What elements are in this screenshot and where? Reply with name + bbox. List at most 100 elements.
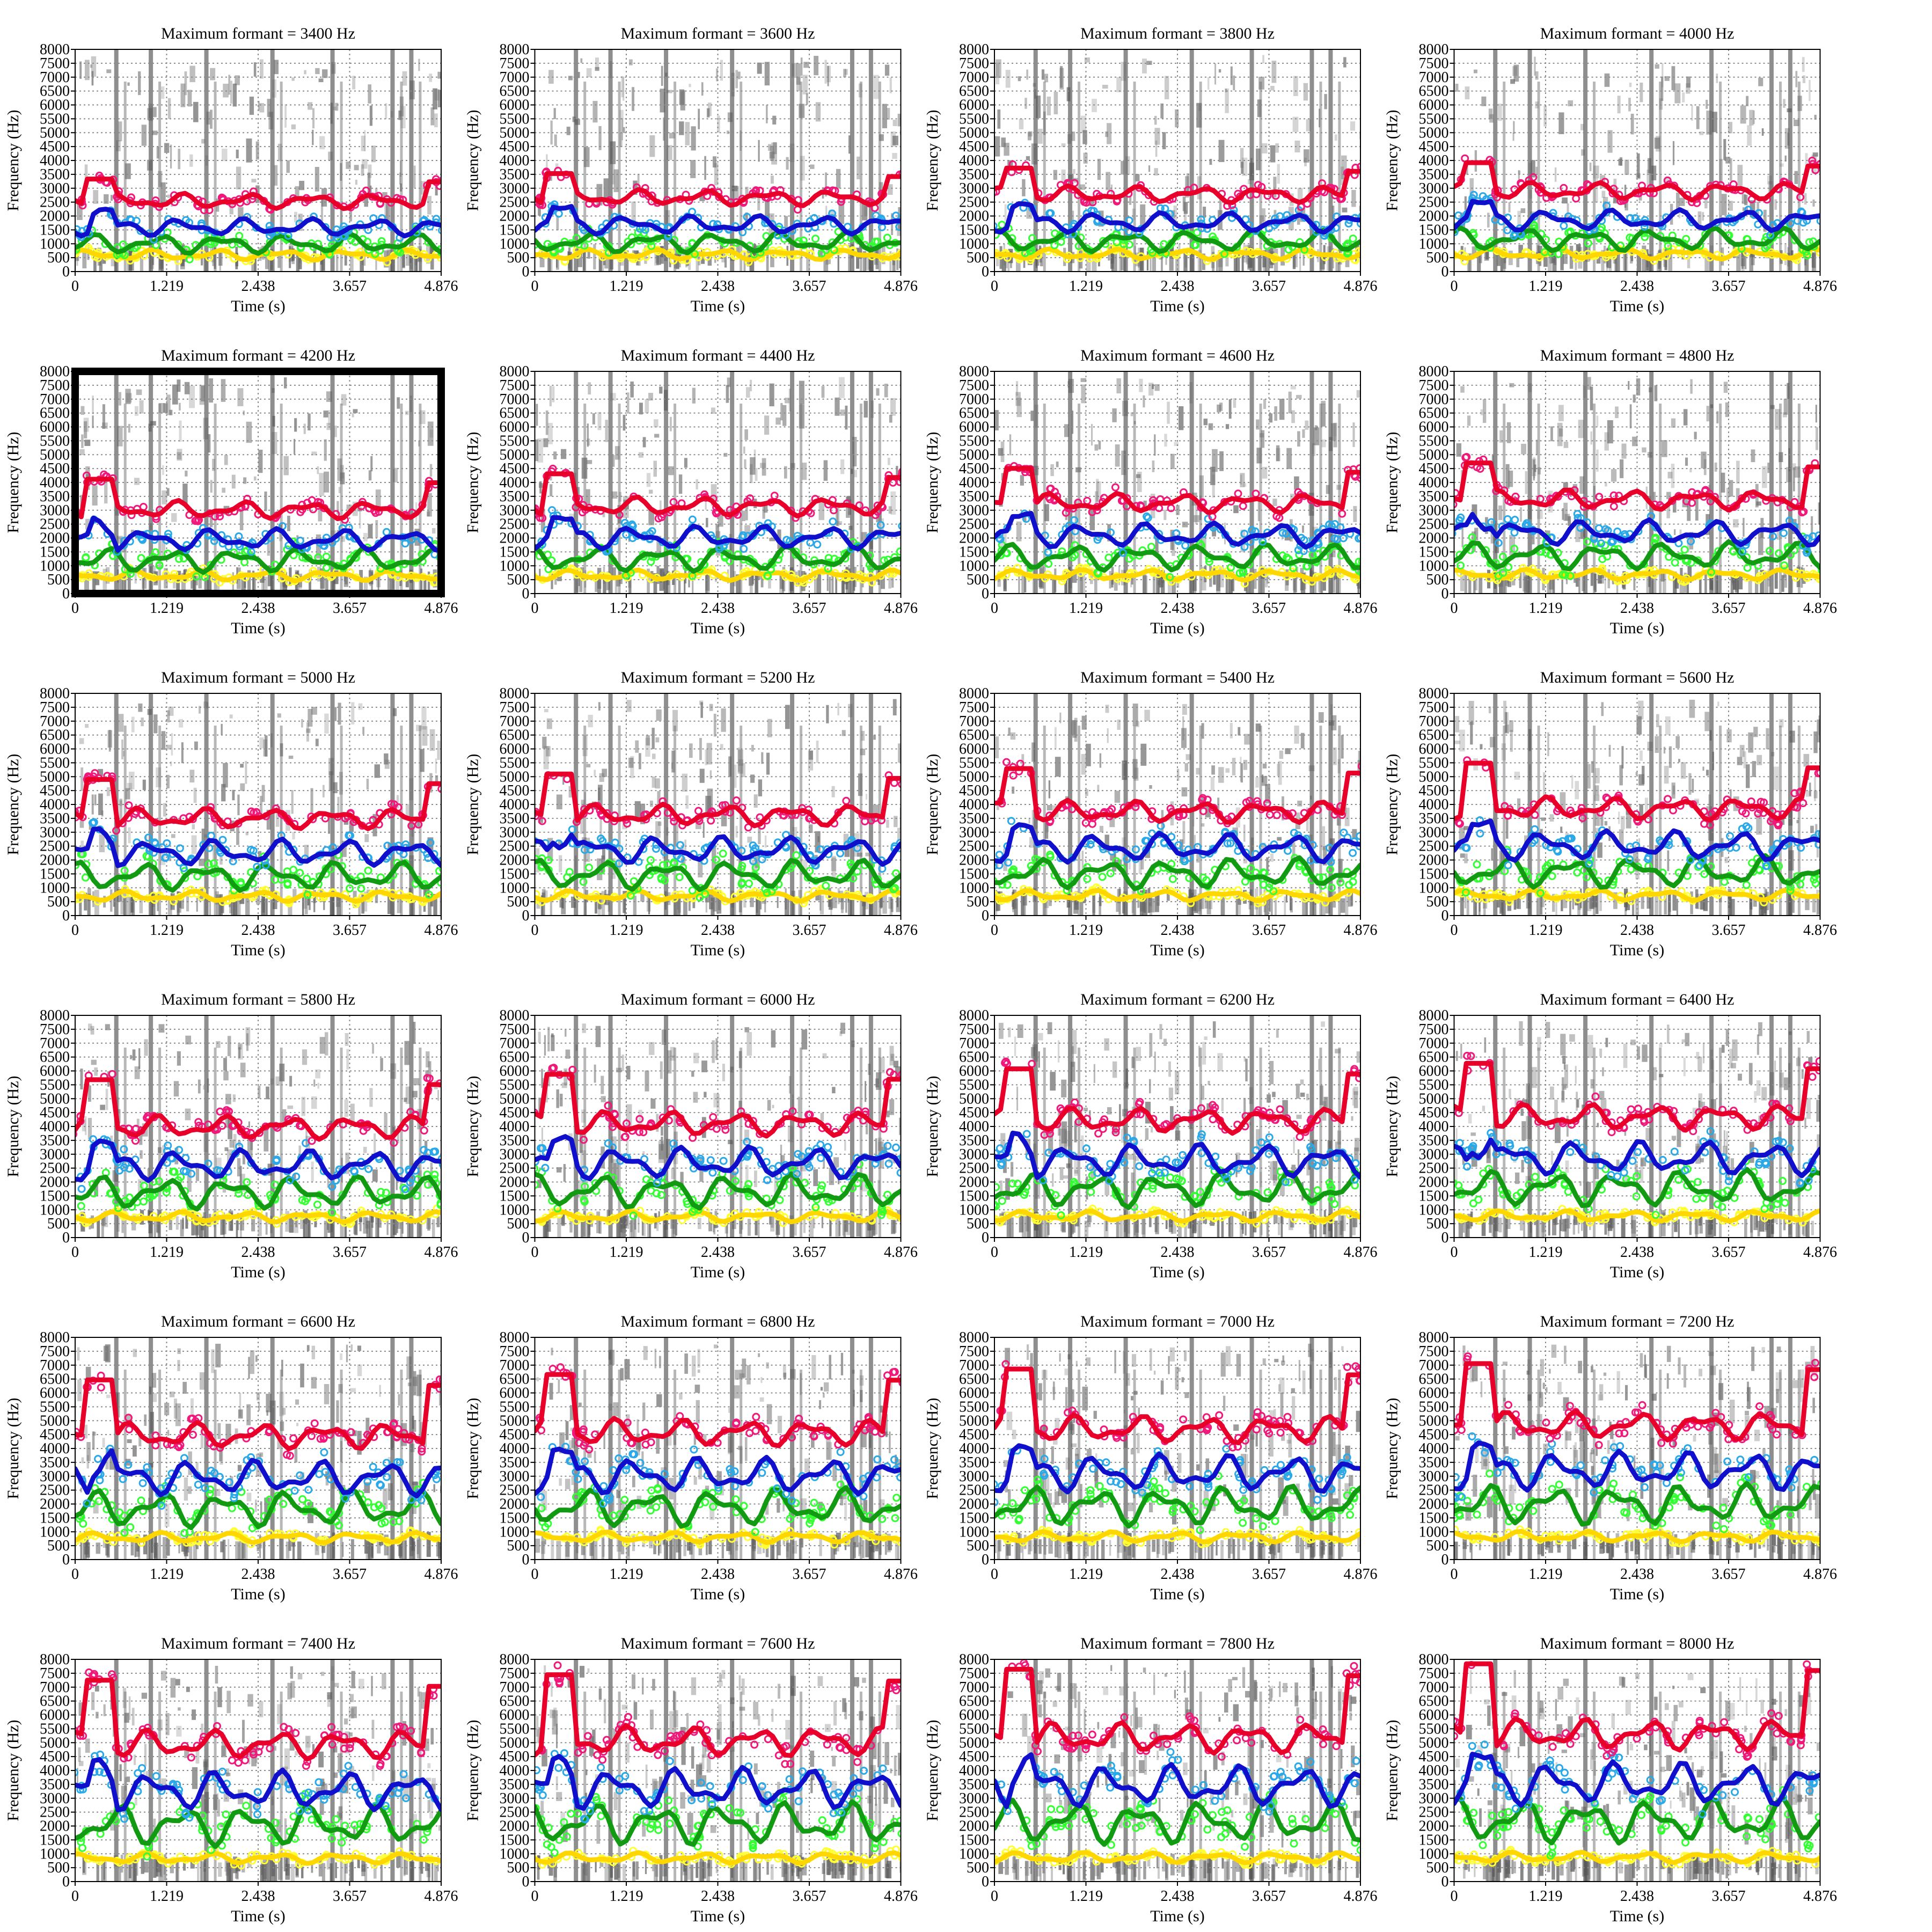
f4-point — [897, 471, 901, 479]
spectrogram-patch — [427, 511, 430, 517]
spectrogram-patch — [1558, 428, 1563, 437]
spectrogram-burst — [400, 82, 403, 272]
f3-point — [1768, 532, 1777, 540]
spectrogram-burst — [1338, 404, 1341, 594]
spectrogram-patch — [255, 141, 259, 160]
spectrogram-burst — [158, 404, 162, 594]
f2-point — [1566, 572, 1575, 580]
f3-point — [1070, 516, 1079, 524]
spectrogram-patch — [1590, 570, 1593, 586]
spectrogram-patch — [1152, 252, 1157, 272]
spectrogram-patch — [726, 130, 729, 134]
spectrogram-patch — [1320, 254, 1325, 270]
spectrogram-patch — [1297, 188, 1303, 204]
spectrogram-patch — [1209, 158, 1212, 165]
spectrogram-patch — [152, 130, 158, 135]
spectrogram-patch — [1767, 568, 1770, 587]
spectrogram-patch — [1253, 568, 1257, 589]
spectrogram-patch — [1723, 139, 1726, 160]
formant-panel: 0500100015002000250030003500400045005000… — [4, 25, 458, 315]
spectrogram-patch — [427, 196, 431, 215]
spectrogram-patch — [1357, 574, 1360, 594]
spectrogram-patch — [841, 576, 845, 594]
f3-point — [1143, 512, 1151, 521]
spectrogram-patch — [317, 466, 319, 474]
spectrogram-patch — [569, 253, 573, 272]
f3-point — [438, 226, 441, 235]
f2-point — [377, 237, 386, 245]
spectrogram-patch — [663, 118, 665, 141]
spectrogram-patch — [1005, 251, 1008, 268]
spectrogram-burst — [1068, 49, 1073, 272]
spectrogram-patch — [1784, 155, 1787, 162]
f4-point — [1111, 483, 1119, 492]
spectrogram-burst — [664, 49, 669, 272]
spectrogram-patch — [1654, 385, 1658, 401]
spectrogram-patch — [1679, 529, 1682, 535]
spectrogram-patch — [1274, 210, 1277, 224]
spectrogram-patch — [416, 819, 420, 827]
y-tick-label: 0 — [522, 264, 530, 280]
spectrogram-patch — [1301, 525, 1304, 533]
f2-point — [1349, 235, 1357, 243]
y-tick-label: 7500 — [40, 55, 70, 72]
y-tick-label: 0 — [62, 586, 70, 602]
spectrogram-patch — [337, 796, 340, 815]
spectrogram-patch — [1783, 399, 1788, 415]
spectrogram-burst — [608, 371, 613, 594]
spectrogram-patch — [393, 708, 397, 716]
spectrogram-patch — [128, 423, 130, 433]
spectrogram-patch — [243, 477, 247, 484]
spectrogram-patch — [364, 834, 369, 843]
spectrogram-patch — [1638, 173, 1641, 179]
spectrogram-patch — [396, 575, 399, 594]
spectrogram-patch — [312, 129, 314, 145]
spectrogram-patch — [696, 479, 698, 489]
spectrogram-burst — [583, 404, 587, 594]
spectrogram-patch — [1207, 77, 1210, 90]
spectrogram-patch — [1572, 484, 1577, 496]
spectrogram-patch — [1558, 405, 1564, 421]
spectrogram-patch — [1563, 442, 1569, 448]
spectrogram-patch — [122, 572, 127, 594]
spectrogram-patch — [1468, 575, 1472, 594]
spectrogram-patch — [1477, 251, 1481, 272]
spectrogram-burst — [664, 371, 669, 594]
spectrogram-burst — [740, 404, 743, 594]
y-axis-label: Frequency (Hz) — [4, 109, 22, 211]
spectrogram-patch — [224, 455, 228, 465]
spectrogram-patch — [735, 70, 738, 89]
x-tick-label: 2.438 — [1161, 600, 1195, 617]
y-tick-label: 7500 — [1419, 377, 1449, 394]
spectrogram-patch — [837, 502, 840, 526]
spectrogram-patch — [431, 528, 436, 534]
f3-point — [782, 536, 791, 544]
spectrogram-patch — [1333, 422, 1337, 448]
spectrogram-patch — [427, 571, 430, 594]
spectrogram-patch — [899, 249, 901, 268]
spectrogram-patch — [689, 84, 691, 87]
spectrogram-patch — [1306, 119, 1311, 131]
spectrogram-patch — [1725, 402, 1729, 418]
spectrogram-patch — [1143, 500, 1147, 509]
f1-track — [535, 567, 901, 583]
x-tick-label: 2.438 — [1620, 600, 1654, 617]
plot-area — [994, 371, 1360, 594]
spectrogram-patch — [780, 575, 784, 589]
spectrogram-patch — [1107, 123, 1112, 144]
spectrogram-patch — [1549, 576, 1554, 590]
spectrogram-patch — [182, 484, 188, 507]
f3-point — [1248, 526, 1256, 535]
spectrogram-patch — [669, 133, 675, 138]
spectrogram-patch — [1489, 114, 1494, 123]
f2-point — [1028, 234, 1036, 243]
x-tick-label: 4.876 — [884, 278, 918, 295]
spectrogram-patch — [1276, 445, 1280, 462]
spectrogram-patch — [1178, 406, 1184, 430]
f2-point — [155, 561, 164, 569]
spectrogram-patch — [199, 858, 204, 866]
spectrogram-patch — [1691, 105, 1693, 121]
spectrogram-patch — [323, 410, 328, 418]
spectrogram-patch — [1257, 99, 1262, 118]
spectrogram-patch — [1516, 253, 1520, 267]
